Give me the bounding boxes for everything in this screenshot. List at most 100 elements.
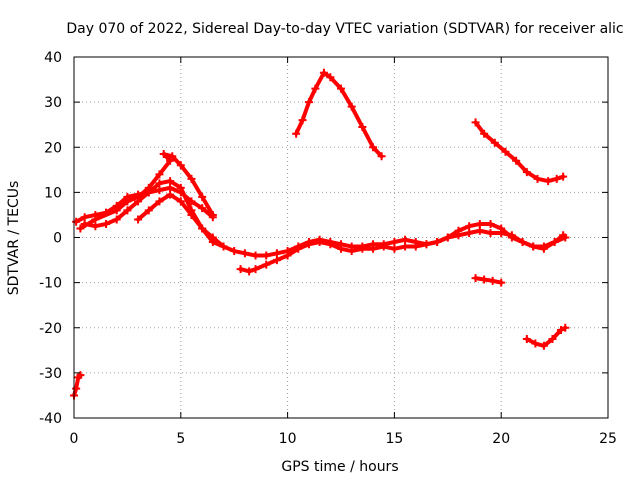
data-point: [219, 242, 228, 251]
series-arc-lower-1: [236, 226, 568, 276]
x-tick-label: 15: [385, 431, 403, 447]
data-point: [443, 233, 452, 242]
data-point: [512, 156, 521, 165]
data-point: [240, 249, 249, 258]
data-point: [262, 260, 271, 269]
data-point: [522, 168, 531, 177]
data-point: [251, 251, 260, 260]
x-tick-label: 25: [599, 431, 617, 447]
data-point: [76, 371, 85, 380]
data-point: [486, 228, 495, 237]
data-point: [230, 247, 239, 256]
data-point: [544, 177, 553, 186]
data-point: [112, 206, 121, 215]
data-point: [236, 265, 245, 274]
data-point: [475, 226, 484, 235]
data-point: [454, 231, 463, 240]
ticks: 0 5 10 15 20 25 -40 -30 -20 -10 0 10 20 30 40: [39, 50, 617, 447]
data-point: [529, 242, 538, 251]
y-tick-label: 0: [53, 231, 62, 247]
data-point: [507, 231, 516, 240]
data-point: [198, 192, 207, 201]
x-tick-label: 20: [492, 431, 510, 447]
data-point: [166, 183, 175, 192]
data-point: [123, 197, 132, 206]
data-point: [283, 251, 292, 260]
data-point: [561, 323, 570, 332]
y-tick-label: -10: [39, 276, 62, 292]
data-point: [166, 190, 175, 199]
data-point: [486, 219, 495, 228]
data-point: [433, 238, 442, 247]
series-line: [78, 152, 215, 231]
x-tick-label: 5: [176, 431, 185, 447]
data-point: [272, 249, 281, 258]
data-point: [522, 335, 531, 344]
data-point: [539, 341, 548, 350]
series-arc-upper-right: [471, 118, 568, 186]
data-point: [245, 267, 254, 276]
data-point: [304, 98, 313, 107]
data-point: [501, 147, 510, 156]
series-line: [72, 373, 83, 398]
data-point: [166, 177, 175, 186]
data-point: [358, 244, 367, 253]
data-point: [176, 197, 185, 206]
y-tick-label: -40: [39, 411, 62, 427]
data-point: [91, 215, 100, 224]
series-arc-near-zero-4: [134, 190, 228, 251]
y-axis-label: SDTVAR / TECUs: [6, 181, 22, 296]
data-point: [497, 228, 506, 237]
series-arc-minus-ten: [471, 274, 506, 287]
data-point: [480, 129, 489, 138]
chart-title: Day 070 of 2022, Sidereal Day-to-day VTE…: [66, 21, 623, 37]
data-point: [91, 222, 100, 231]
x-tick-label: 0: [70, 431, 79, 447]
data-point: [112, 215, 121, 224]
data-point: [548, 335, 557, 344]
data-point: [159, 150, 168, 159]
data-point: [337, 244, 345, 253]
data-point: [518, 238, 527, 247]
series-arc-peak: [292, 68, 386, 161]
y-tick-label: -30: [39, 366, 62, 382]
data-point: [559, 172, 568, 181]
data-point: [72, 384, 81, 393]
data-point: [422, 240, 431, 249]
data-point: [539, 244, 548, 253]
data-point: [187, 210, 196, 219]
data-point: [72, 217, 81, 226]
data-point: [198, 204, 207, 213]
data-point: [262, 251, 271, 260]
series-arc-minus-twenty: [522, 323, 570, 350]
data-point: [134, 192, 143, 201]
data-point: [390, 238, 399, 247]
data-point: [326, 240, 335, 249]
data-point: [304, 240, 313, 249]
data-point: [168, 152, 177, 161]
data-point: [155, 170, 164, 179]
data-point: [358, 122, 367, 131]
data-point: [369, 143, 378, 152]
data-point: [465, 222, 474, 231]
data-point: [176, 183, 185, 192]
data-point: [488, 276, 497, 285]
data-point: [379, 242, 388, 251]
data-point: [80, 213, 89, 222]
data-point: [326, 73, 335, 82]
data-point: [298, 116, 307, 125]
data-point: [294, 244, 303, 253]
series-line: [473, 276, 504, 285]
grid: [74, 57, 608, 418]
series-arc-near-zero-3: [76, 150, 217, 233]
y-tick-label: 10: [44, 185, 62, 201]
data-point: [465, 228, 474, 237]
data-point: [533, 174, 542, 183]
x-tick-label: 10: [279, 431, 297, 447]
data-point: [315, 238, 324, 247]
data-point: [347, 247, 356, 256]
data-point: [166, 156, 175, 165]
y-tick-label: -20: [39, 321, 62, 337]
data-point: [251, 265, 260, 274]
